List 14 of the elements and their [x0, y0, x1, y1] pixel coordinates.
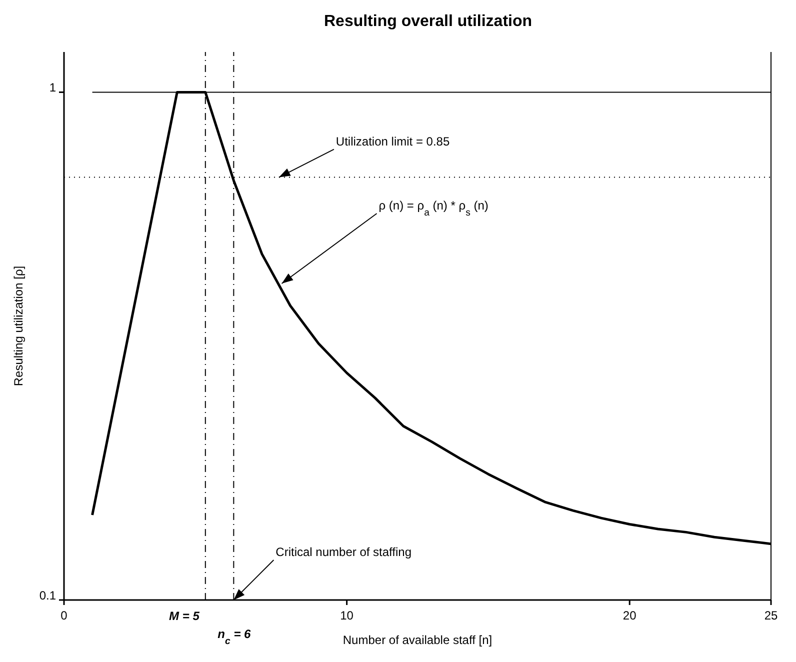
ref-line-label: n$_{c}$ = 6 [218, 627, 252, 646]
y-axis-title: Resulting utilization [ρ] [11, 266, 26, 386]
ref-line-label: M = 5 [169, 609, 200, 623]
x-tick-label: 0 [60, 608, 68, 623]
chart-title: Resulting overall utilization [322, 12, 534, 32]
y-tick-label: 0.1 [39, 588, 56, 602]
x-axis-title: Number of available staff [n] [342, 633, 492, 647]
x-tick-label: 20 [622, 608, 637, 623]
y-tick-label: 1 [49, 80, 56, 94]
annotation: Critical number of staffing [276, 545, 412, 559]
annotation: ρ (n) = ρ$_{a}$ (n) * ρ$_{s}$ (n) [378, 198, 488, 218]
x-tick-label: 25 [764, 608, 778, 623]
annotation: Utilization limit = 0.85 [336, 134, 450, 148]
x-tick-label: 10 [340, 608, 354, 623]
